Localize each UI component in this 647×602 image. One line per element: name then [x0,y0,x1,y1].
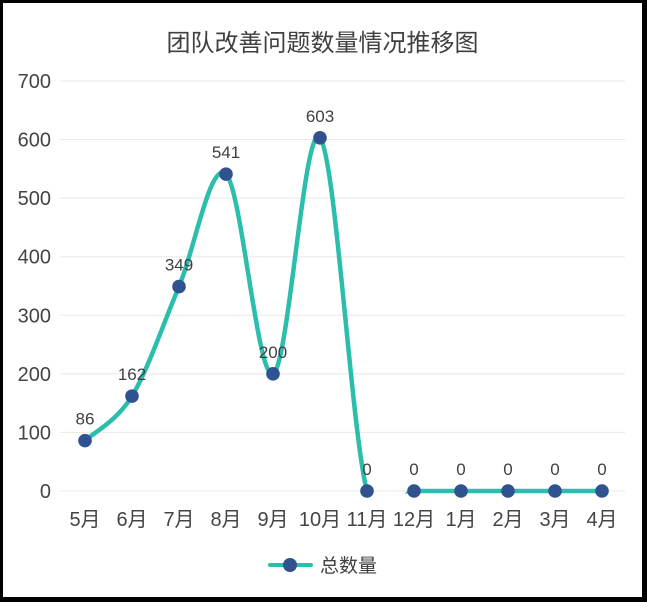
data-point-marker [548,484,562,498]
x-axis-tick-label: 4月 [586,509,617,531]
data-label: 349 [165,256,193,275]
x-axis-tick-label: 1月 [445,509,476,531]
data-label: 603 [306,107,334,126]
y-axis-tick-label: 200 [18,364,51,386]
x-axis-tick-label: 10月 [299,509,341,531]
x-axis-tick-label: 9月 [257,509,288,531]
y-axis-tick-label: 600 [18,130,51,152]
data-point-marker [78,433,92,448]
x-axis-tick-label: 8月 [210,509,241,531]
y-axis-tick-label: 100 [18,422,51,444]
data-label: 200 [259,343,287,362]
data-point-marker [125,389,139,403]
data-label: 0 [409,460,418,479]
y-axis-tick-label: 700 [18,71,51,93]
x-axis-tick-label: 3月 [539,509,570,531]
data-point-marker [266,367,280,381]
y-axis-tick-label: 400 [18,247,51,269]
data-label: 162 [118,365,146,384]
data-label: 86 [76,410,95,429]
data-point-marker [219,167,233,181]
data-label: 0 [456,460,465,479]
data-label: 0 [503,460,512,479]
data-point-marker [313,131,327,145]
legend: 总数量 [3,551,642,578]
series-line [82,134,605,494]
data-label: 541 [212,143,240,162]
data-point-marker [172,279,186,294]
data-point-marker [407,484,421,498]
y-axis-tick-label: 300 [18,305,51,327]
legend-series-label: 总数量 [319,556,377,577]
legend-line-marker-icon [267,557,313,572]
x-axis-tick-label: 2月 [492,509,523,531]
data-point-marker [595,484,609,498]
x-axis-tick-label: 12月 [393,509,435,531]
x-axis-tick-label: 11月 [347,509,388,531]
data-label: 0 [597,460,606,479]
y-axis-tick-label: 500 [18,188,51,210]
x-axis-tick-label: 7月 [163,509,194,531]
x-axis-tick-label: 5月 [69,509,100,531]
data-point-marker [454,484,468,498]
y-axis-tick-label: 0 [40,481,51,503]
data-point-marker [501,484,515,498]
x-axis-tick-label: 6月 [116,509,147,531]
legend-dot-icon [283,557,298,572]
data-label: 0 [550,460,559,479]
line-chart-plot: 0 100 200 300 400 500 600 700 5月 6月 7月 8月 9月 10月 11月 12… [18,71,625,531]
chart-title: 团队改善问题数量情况推移图 [166,30,479,57]
data-label: 0 [362,460,371,479]
data-point-marker [360,484,374,498]
